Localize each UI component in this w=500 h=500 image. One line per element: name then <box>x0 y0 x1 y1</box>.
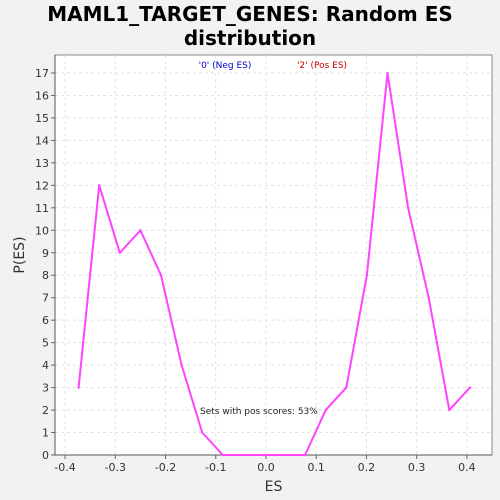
y-tick-label: 4 <box>42 359 49 372</box>
series-line-0 <box>77 72 471 456</box>
y-tick-label: 15 <box>35 112 49 125</box>
y-tick-label: 5 <box>42 337 49 350</box>
legend-entry-1: '2' (Pos ES) <box>297 61 347 71</box>
data-point <box>448 408 451 412</box>
x-tick-label: -0.1 <box>205 461 226 474</box>
x-axis-label: ES <box>265 479 283 495</box>
data-point <box>242 453 245 457</box>
data-point <box>98 184 101 187</box>
annotation-text: Sets with pos scores: 53% <box>200 407 318 417</box>
y-tick-label: 1 <box>42 427 49 440</box>
plot-background <box>54 54 493 456</box>
data-point <box>159 274 163 277</box>
data-point <box>427 296 430 299</box>
y-tick-label: 13 <box>35 157 49 170</box>
data-point <box>283 453 286 457</box>
legend: '0' (Neg ES) '2' (Pos ES) <box>199 61 347 71</box>
data-point <box>324 408 327 412</box>
data-point <box>221 453 224 457</box>
y-tick-label: 12 <box>35 179 49 192</box>
chart-title-line-2: distribution <box>183 26 317 50</box>
data-point <box>386 71 389 75</box>
data-point <box>406 206 410 210</box>
data-point <box>139 229 142 232</box>
legend-entry-0: '0' (Neg ES) <box>199 61 252 71</box>
x-tick-label: 0.4 <box>458 461 476 474</box>
x-tick-label: -0.4 <box>54 461 75 474</box>
x-tick-label: -0.3 <box>105 461 126 474</box>
y-tick-label: 3 <box>42 382 49 395</box>
x-tick-label: 0.3 <box>408 461 426 474</box>
y-tick-label: 17 <box>35 67 49 80</box>
y-axis-label: P(ES) <box>12 236 28 273</box>
y-tick-label: 8 <box>42 269 49 282</box>
grid-lines <box>55 55 492 456</box>
data-point <box>200 431 204 434</box>
data-point <box>77 386 80 389</box>
y-tick-label: 9 <box>42 247 49 260</box>
chart-title: MAML1_TARGET_GENES: Random ES distributi… <box>0 2 500 50</box>
data-point <box>303 453 307 457</box>
data-point <box>118 251 121 254</box>
x-tick-label: -0.2 <box>155 461 176 474</box>
y-tick-label: 7 <box>42 292 49 305</box>
x-tick-label: 0.1 <box>307 461 325 474</box>
data-point <box>468 386 472 389</box>
chart-title-line-1: MAML1_TARGET_GENES: Random ES <box>47 2 453 26</box>
data-point <box>345 386 348 389</box>
data-point <box>262 453 266 457</box>
series-group <box>77 71 472 457</box>
y-tick-label: 6 <box>42 314 49 327</box>
x-tick-label: 0.0 <box>257 461 275 474</box>
data-point <box>365 274 369 277</box>
y-tick-label: 2 <box>42 404 49 417</box>
y-tick-label: 10 <box>35 224 49 237</box>
y-tick-label: 16 <box>35 89 49 102</box>
y-tick-label: 14 <box>35 134 49 147</box>
y-tick-label: 0 <box>42 449 49 462</box>
y-tick-label: 11 <box>35 202 49 215</box>
data-point <box>180 363 183 367</box>
x-tick-label: 0.2 <box>358 461 376 474</box>
